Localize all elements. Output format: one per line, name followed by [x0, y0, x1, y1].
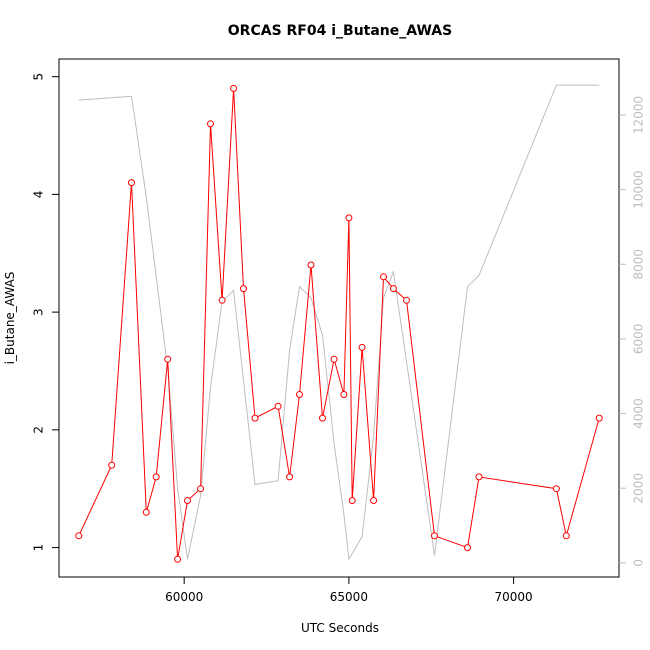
y-tick-label-2: 3 — [32, 308, 46, 316]
data-point-18 — [319, 414, 326, 422]
data-point-5 — [164, 355, 172, 363]
series-left-line — [78, 88, 600, 560]
data-point-16 — [296, 391, 303, 398]
y2-tick-label-6: 12000 — [632, 96, 646, 134]
data-point-20 — [340, 391, 348, 398]
data-point-6 — [174, 555, 182, 563]
data-point-3 — [142, 508, 150, 516]
data-point-27 — [403, 296, 410, 304]
data-point-23 — [358, 343, 366, 351]
data-point-22 — [348, 497, 356, 504]
series-right-group — [78, 84, 600, 561]
data-point-17 — [307, 261, 315, 269]
series-left-group — [75, 84, 603, 563]
y-tick-label-3: 4 — [32, 191, 46, 199]
data-point-13 — [251, 414, 259, 422]
data-point-19 — [330, 355, 338, 363]
y2-tick-label-1: 2000 — [632, 473, 646, 504]
data-point-9 — [207, 120, 214, 128]
data-point-11 — [230, 84, 238, 92]
data-point-2 — [128, 179, 135, 187]
x-axis: 60000 65000 70000 — [165, 577, 533, 604]
y-tick-label-0: 1 — [32, 544, 46, 552]
x-tick-label-0: 60000 — [165, 590, 203, 604]
y-tick-label-1: 2 — [32, 426, 46, 434]
data-point-30 — [475, 473, 483, 481]
y2-tick-label-3: 6000 — [632, 324, 646, 355]
y2-tick-label-5: 10000 — [632, 171, 646, 209]
data-point-10 — [218, 296, 226, 304]
data-point-7 — [184, 497, 191, 504]
data-point-1 — [108, 461, 116, 469]
data-point-21 — [345, 214, 353, 222]
data-point-28 — [431, 532, 438, 540]
series-right-line — [78, 84, 600, 561]
data-point-31 — [552, 485, 560, 493]
x-tick-label-1: 65000 — [330, 590, 368, 604]
y2-tick-label-2: 4000 — [632, 398, 646, 429]
data-point-29 — [464, 544, 471, 552]
data-point-24 — [370, 497, 378, 504]
chart-title: ORCAS RF04 i_Butane_AWAS — [228, 23, 452, 39]
y-tick-label-4: 5 — [32, 73, 46, 81]
x-tick-label-2: 70000 — [494, 590, 532, 604]
y-axis-left: 1 2 3 4 5 — [32, 73, 59, 552]
x-axis-label: UTC Seconds — [301, 621, 379, 635]
data-point-0 — [75, 532, 83, 540]
y-axis-right: 0 2000 4000 6000 8000 10000 12000 — [619, 96, 646, 567]
data-point-32 — [562, 532, 570, 540]
data-point-26 — [389, 285, 397, 293]
data-point-14 — [274, 402, 282, 410]
data-point-8 — [197, 485, 205, 493]
data-point-4 — [152, 473, 160, 481]
y2-tick-label-4: 8000 — [632, 249, 646, 280]
data-point-33 — [595, 414, 603, 422]
data-point-12 — [240, 285, 247, 293]
plot-frame — [58, 58, 620, 578]
data-point-25 — [380, 273, 387, 281]
y-axis-label: i_Butane_AWAS — [3, 272, 17, 365]
data-point-15 — [286, 473, 294, 481]
y2-tick-label-0: 0 — [632, 559, 646, 567]
